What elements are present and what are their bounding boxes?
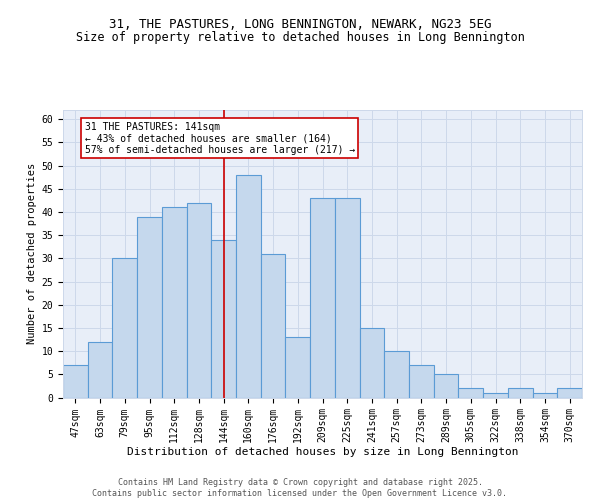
Y-axis label: Number of detached properties: Number of detached properties <box>28 163 37 344</box>
Bar <box>162 208 187 398</box>
X-axis label: Distribution of detached houses by size in Long Bennington: Distribution of detached houses by size … <box>127 446 518 456</box>
Bar <box>359 328 384 398</box>
Bar <box>112 258 137 398</box>
Bar <box>458 388 483 398</box>
Bar <box>533 393 557 398</box>
Bar <box>335 198 359 398</box>
Text: 31 THE PASTURES: 141sqm
← 43% of detached houses are smaller (164)
57% of semi-d: 31 THE PASTURES: 141sqm ← 43% of detache… <box>85 122 355 155</box>
Bar <box>483 393 508 398</box>
Bar <box>557 388 582 398</box>
Bar <box>384 351 409 398</box>
Bar <box>187 202 211 398</box>
Text: Contains HM Land Registry data © Crown copyright and database right 2025.
Contai: Contains HM Land Registry data © Crown c… <box>92 478 508 498</box>
Bar <box>434 374 458 398</box>
Bar <box>88 342 112 398</box>
Bar <box>310 198 335 398</box>
Bar <box>508 388 533 398</box>
Bar <box>261 254 286 398</box>
Bar <box>137 216 162 398</box>
Bar <box>211 240 236 398</box>
Bar <box>409 365 434 398</box>
Text: Size of property relative to detached houses in Long Bennington: Size of property relative to detached ho… <box>76 31 524 44</box>
Bar <box>63 365 88 398</box>
Bar <box>236 175 261 398</box>
Text: 31, THE PASTURES, LONG BENNINGTON, NEWARK, NG23 5EG: 31, THE PASTURES, LONG BENNINGTON, NEWAR… <box>109 18 491 30</box>
Bar <box>286 337 310 398</box>
